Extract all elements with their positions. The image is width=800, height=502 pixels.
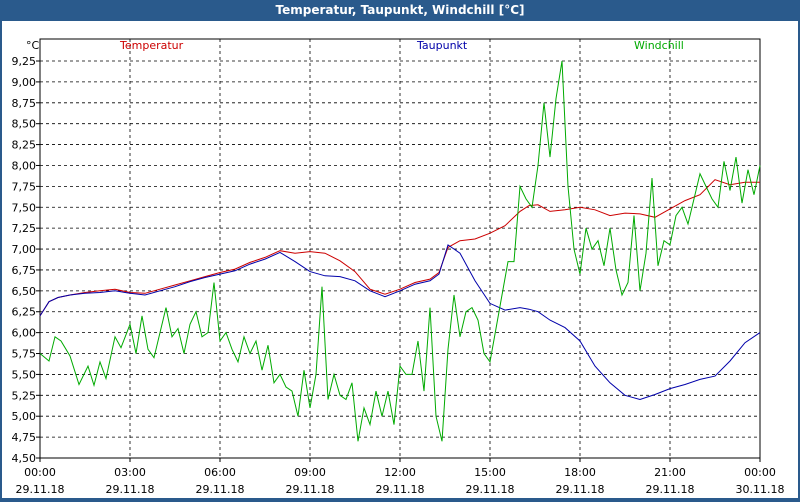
x-tick-time: 06:00 [204,466,236,479]
x-tick-date: 29.11.18 [196,483,245,496]
y-tick-label: 8,00 [12,159,37,172]
x-tick-date: 29.11.18 [106,483,155,496]
y-tick-label: 5,00 [12,410,37,423]
y-tick-label: 6,25 [12,306,37,319]
x-tick-date: 29.11.18 [556,483,605,496]
y-tick-label: 7,50 [12,201,37,214]
y-tick-label: 7,00 [12,243,37,256]
legend-item-taupunkt: Taupunkt [416,39,468,52]
series-line-windchill [39,60,761,442]
y-tick-label: 4,75 [12,431,37,444]
x-tick-date: 29.11.18 [376,483,425,496]
x-tick-time: 00:00 [24,466,56,479]
x-tick-date: 30.11.18 [736,483,785,496]
y-tick-label: 7,75 [12,180,37,193]
legend-item-temperatur: Temperatur [119,39,184,52]
x-tick-date: 29.11.18 [16,483,65,496]
y-tick-label: 8,50 [12,118,37,131]
plot-area [39,60,761,442]
x-tick-time: 21:00 [654,466,686,479]
y-axis: 9,25 9,00 8,75 8,50 8,25 8,00 7,75 7,50 7,25 7,00… [12,55,40,465]
series-line-taupunkt [39,244,761,401]
x-tick-time: 12:00 [384,466,416,479]
series-line-temperatur [39,179,760,317]
x-tick-date: 29.11.18 [646,483,695,496]
window-title: Temperatur, Taupunkt, Windchill [°C] [275,3,525,17]
legend: Temperatur Taupunkt Windchill [119,39,684,52]
y-tick-label: 9,25 [12,55,37,68]
x-tick-date: 29.11.18 [286,483,335,496]
y-tick-label: 5,50 [12,368,37,381]
y-tick-label: 6,00 [12,327,37,340]
y-tick-label: 5,25 [12,389,37,402]
y-tick-label: 8,25 [12,139,37,152]
chart-panel: 9,25 9,00 8,75 8,50 8,25 8,00 7,75 7,50 7,25 7,00… [2,21,798,498]
legend-item-windchill: Windchill [634,39,684,52]
x-tick-date: 29.11.18 [466,483,515,496]
y-tick-label: 5,75 [12,348,37,361]
y-tick-label: 7,25 [12,222,37,235]
x-tick-time: 00:00 [744,466,776,479]
y-tick-label: 8,75 [12,97,37,110]
y-tick-label: 4,50 [12,452,37,465]
x-tick-time: 15:00 [474,466,506,479]
y-tick-label: 9,00 [12,76,37,89]
x-tick-time: 18:00 [564,466,596,479]
x-tick-time: 03:00 [114,466,146,479]
y-tick-label: 6,50 [12,285,37,298]
y-tick-label: 6,75 [12,264,37,277]
chart-svg: 9,25 9,00 8,75 8,50 8,25 8,00 7,75 7,50 7,25 7,00… [12,38,785,496]
x-axis: 00:00 29.11.18 03:00 29.11.18 06:00 29.11.18 0… [16,458,785,496]
y-axis-label: °C [26,39,40,52]
x-tick-time: 09:00 [294,466,326,479]
